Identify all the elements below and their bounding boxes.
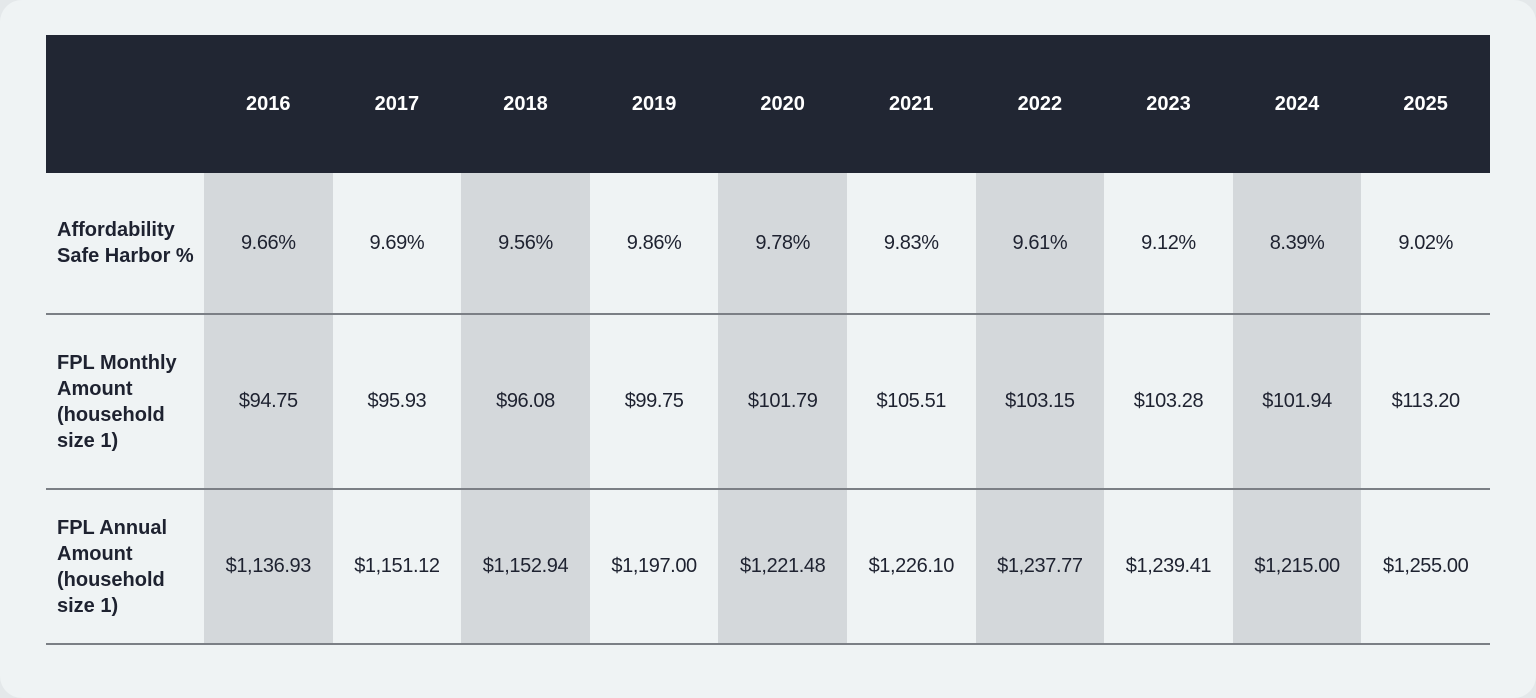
table-cell: $99.75 [624,390,684,412]
table-cell: $1,197.00 [611,555,697,577]
year-header-2016: 2016 [204,35,333,173]
table-cell: $101.94 [1232,314,1362,489]
header-row: 2016 2017 2018 2019 2020 2021 2022 2023 … [46,35,1490,173]
table-cell: $1,239.41 [1125,555,1212,577]
table-row-affordability: Affordability Safe Harbor % 9.66% 9.69% … [46,173,1490,314]
table-cell: $101.79 [718,314,847,489]
table-cell: $1,136.93 [204,489,333,644]
table-cell: $1,152.94 [461,489,590,644]
table-cell: $96.08 [461,314,590,489]
table-cell: 9.61% [975,173,1105,314]
year-header-2019: 2019 [589,35,719,173]
table-cell: $1,226.10 [868,555,955,577]
year-header-2021: 2021 [846,35,976,173]
table-cell: $1,221.48 [718,489,847,644]
table-cell: $94.75 [204,314,333,489]
table-cell: $103.15 [975,314,1105,489]
table-cell: 9.69% [369,231,425,254]
header-corner-cell [46,35,204,173]
table-cell: 8.39% [1232,173,1362,314]
year-header-2024: 2024 [1232,35,1362,173]
table-cell: $1,151.12 [354,555,440,577]
table-cell: $105.51 [876,390,947,412]
year-header-2020: 2020 [718,35,847,173]
table-cell: $103.28 [1133,390,1204,412]
year-header-2018: 2018 [461,35,590,173]
table-cell: 9.12% [1141,231,1196,254]
table-cell: $1,215.00 [1232,489,1362,644]
table-cell: 9.86% [626,231,682,254]
year-header-2022: 2022 [975,35,1105,173]
table-cell: 9.02% [1398,231,1454,254]
table-cell: $113.20 [1391,390,1460,412]
table-cell: 9.56% [461,173,590,314]
table-row-fpl-annual: FPL Annual Amount (household size 1) $1,… [46,489,1490,644]
row-label: Affordability Safe Harbor % [57,219,194,267]
row-label: FPL Annual Amount (household size 1) [57,516,167,617]
table-cell: $1,237.77 [975,489,1105,644]
year-header-2017: 2017 [332,35,462,173]
table-cell: 9.78% [718,173,847,314]
table-cell: $95.93 [367,390,427,412]
year-header-2025: 2025 [1361,35,1490,173]
table-row-fpl-monthly: FPL Monthly Amount (household size 1) $9… [46,314,1490,489]
table-cell: $1,255.00 [1382,555,1469,577]
year-header-2023: 2023 [1104,35,1233,173]
table-cell: 9.66% [204,173,333,314]
table-cell: 9.83% [883,231,939,254]
row-label: FPL Monthly Amount (household size 1) [57,351,177,452]
fpl-affordability-table: 2016 2017 2018 2019 2020 2021 2022 2023 … [46,35,1490,645]
